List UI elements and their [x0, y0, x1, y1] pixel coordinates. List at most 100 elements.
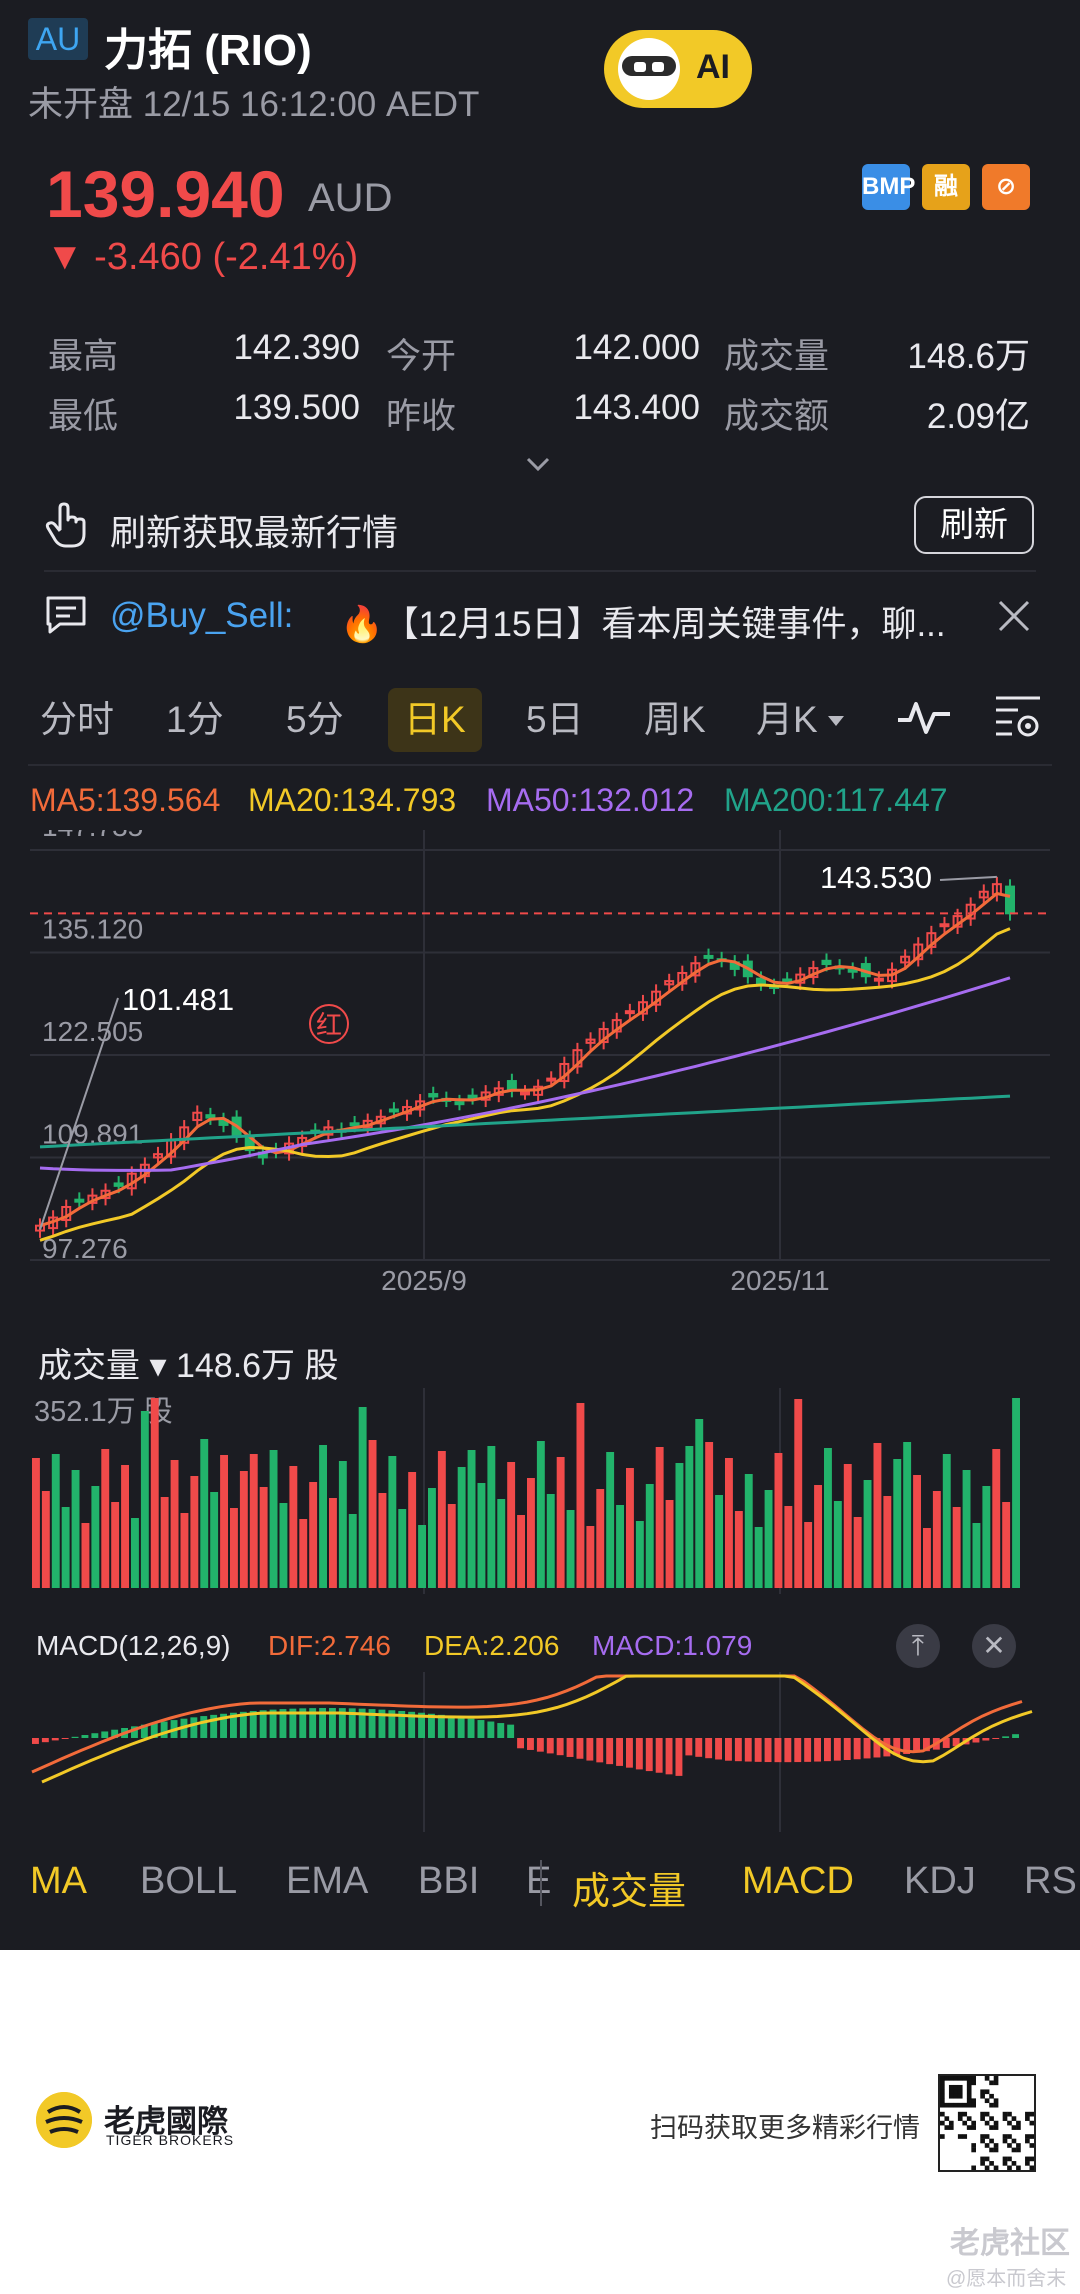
refresh-button[interactable]: 刷新 [914, 496, 1034, 554]
volume-bar [952, 1507, 961, 1588]
qr-module [957, 2134, 963, 2139]
news-author-link[interactable]: @Buy_Sell: [110, 596, 294, 635]
volume-panel-label[interactable]: 成交量 ▾ 148.6万 股 [38, 1347, 339, 1385]
candle-body [349, 1122, 360, 1127]
macd-bar [556, 1738, 564, 1756]
macd-bar [61, 1738, 69, 1739]
volume-bar [843, 1464, 852, 1588]
macd-bar [734, 1738, 742, 1762]
macd-bar [131, 1726, 138, 1738]
qr-module [971, 2080, 977, 2086]
ind-tab-ma[interactable]: MA [30, 1860, 87, 1902]
candle-body [703, 954, 714, 959]
qr-module [993, 2125, 999, 2130]
margin-tag[interactable]: 融 [922, 164, 970, 210]
close-panel-icon[interactable]: ✕ [972, 1624, 1016, 1668]
macd-bar [150, 1723, 158, 1738]
qr-module [957, 2111, 963, 2117]
tab-5min[interactable]: 5分 [286, 699, 344, 740]
qr-module [1002, 2111, 1008, 2117]
candle-body [192, 1111, 203, 1122]
tab-weekly-k[interactable]: 周K [644, 699, 706, 740]
ind-tab-volume[interactable]: 成交量 [572, 1871, 687, 1913]
macd-bar [814, 1738, 821, 1762]
candle-body [74, 1198, 85, 1203]
macd-bar [596, 1738, 604, 1763]
macd-bar [299, 1708, 307, 1738]
volume-bar [972, 1523, 981, 1588]
tab-1min[interactable]: 1分 [166, 699, 224, 740]
indicator-wave-icon[interactable] [896, 696, 952, 740]
ai-button[interactable]: AI [604, 30, 752, 108]
qr-module [984, 2076, 990, 2081]
qr-module [971, 2120, 977, 2126]
volume-title: 成交量 [38, 1347, 140, 1385]
brand-name-en: TIGER BROKERS [106, 2132, 235, 2148]
qr-module [940, 2134, 945, 2139]
chart-settings-icon[interactable] [992, 690, 1044, 742]
qr-module [944, 2076, 950, 2081]
qr-module [984, 2111, 990, 2117]
qr-module [993, 2147, 999, 2153]
candlestick-chart[interactable]: 147.735135.120122.505109.89197.2762025/9… [0, 830, 1080, 1300]
volume-bar [348, 1514, 357, 1588]
macd-bar [794, 1738, 802, 1763]
tab-monthly-k[interactable]: 月K [756, 699, 818, 740]
ind-tab-kdj[interactable]: KDJ [904, 1860, 976, 1902]
qr-module [984, 2156, 990, 2162]
macd-bar [160, 1721, 168, 1738]
tiger-mascot-icon [618, 38, 680, 100]
macd-bar [447, 1716, 455, 1738]
ind-tab-bbi[interactable]: BBI [418, 1860, 480, 1902]
volume-bar [527, 1478, 535, 1588]
macd-bar [695, 1738, 703, 1757]
qr-module [948, 2125, 954, 2130]
macd-bar [230, 1712, 237, 1738]
qr-module [989, 2147, 994, 2153]
qr-module [1025, 2116, 1030, 2121]
macd-chart[interactable] [0, 1672, 1080, 1832]
ind-tab-macd[interactable]: MACD [742, 1860, 854, 1902]
qr-module [966, 2076, 972, 2081]
ind-tab-ema[interactable]: EMA [286, 1860, 369, 1902]
bmp-tag[interactable]: BMP [862, 164, 915, 210]
volume-bar [992, 1449, 1001, 1588]
qr-module [940, 2089, 945, 2095]
macd-bar [457, 1717, 465, 1738]
tab-5day[interactable]: 5日 [526, 699, 584, 740]
tab-daily-k[interactable]: 日K [388, 688, 482, 752]
open-value: 142.000 [573, 328, 700, 367]
dropdown-caret-icon[interactable] [826, 714, 846, 728]
volume-chart[interactable] [0, 1388, 1080, 1594]
ind-tab-more[interactable]: E [526, 1860, 552, 1902]
qr-module [1002, 2161, 1008, 2166]
close-icon[interactable] [994, 596, 1034, 636]
short-disabled-tag[interactable]: ⊘ [982, 164, 1030, 210]
qr-module [1007, 2111, 1012, 2117]
macd-title: MACD(12,26,9) [36, 1630, 231, 1661]
macd-bar [992, 1738, 1000, 1739]
news-headline[interactable]: 🔥【12月15日】看本周关键事件，聊... [340, 605, 946, 644]
volume-bar [170, 1460, 179, 1588]
macd-bar [101, 1731, 109, 1738]
qr-module [989, 2125, 994, 2130]
qr-module [980, 2093, 985, 2099]
macd-bar [576, 1738, 584, 1759]
ind-tab-rsi[interactable]: RSI [1024, 1860, 1080, 1902]
volume-bar [626, 1468, 634, 1588]
ind-tab-boll[interactable]: BOLL [140, 1860, 238, 1902]
volume-bar [764, 1490, 773, 1588]
volume-bar [774, 1453, 783, 1588]
macd-bar [41, 1738, 49, 1743]
qr-module [953, 2076, 959, 2081]
tab-intraday[interactable]: 分时 [40, 699, 114, 740]
qr-module [1029, 2134, 1034, 2139]
volume-bar [32, 1458, 40, 1588]
pin-top-icon[interactable]: ⤒ [896, 1624, 940, 1668]
qr-module [953, 2089, 959, 2095]
expand-chevron-icon[interactable] [524, 450, 552, 478]
qr-module [948, 2084, 954, 2090]
qr-module [962, 2076, 968, 2081]
qr-module [971, 2143, 977, 2148]
qr-module [989, 2138, 994, 2144]
